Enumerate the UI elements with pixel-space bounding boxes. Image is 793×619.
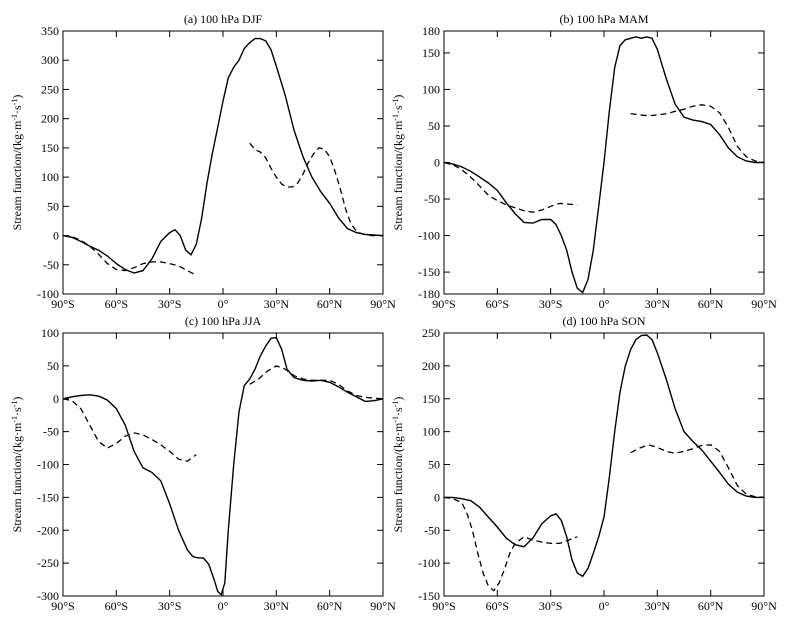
x-tick-label: 90°S: [51, 599, 74, 613]
panel-son: (d) 100 hPa SON -150 -100 -50 0 50 100 150 200 25…: [391, 314, 777, 613]
y-tick-label: -300: [37, 589, 59, 603]
x-tick-label: 90°N: [370, 599, 396, 613]
y-tick-label: -150: [418, 589, 440, 603]
y-tick-label: 0: [434, 490, 440, 504]
plot-frame: [62, 30, 384, 295]
x-tick-label: 60°S: [486, 297, 509, 311]
x-tick-label: 90°S: [432, 297, 455, 311]
x-tick-label: 60°S: [486, 599, 509, 613]
y-tick-label: -250: [37, 556, 59, 570]
y-tick-label: -100: [37, 287, 59, 301]
x-tick-label: 30°S: [539, 599, 562, 613]
y-tick-label: 100: [41, 170, 59, 184]
y-tick-label: -150: [418, 265, 440, 279]
x-tick-label: 30°N: [264, 599, 290, 613]
series-line-dashed-1: [443, 161, 578, 213]
y-tick-label: 50: [428, 119, 440, 133]
x-tick-label: 90°N: [751, 599, 777, 613]
y-tick-label: -100: [37, 458, 59, 472]
plot-frame: [62, 332, 384, 597]
panel-title: (a) 100 hPa DJF: [184, 12, 263, 26]
y-axis-label: Stream function/(kg·m-1·s-1): [10, 95, 24, 231]
x-tick-label: 0°: [218, 297, 229, 311]
series-line-dashed-2: [249, 142, 383, 237]
x-tick-label: 30°N: [264, 297, 290, 311]
y-tick-label: 150: [41, 141, 59, 155]
y-tick-label: 100: [41, 326, 59, 340]
y-tick-label: 100: [422, 425, 440, 439]
y-tick-label: -200: [37, 523, 59, 537]
series-line-dashed-2: [630, 444, 765, 499]
y-tick-label: -50: [43, 425, 59, 439]
panel-jja: (c) 100 hPa JJA -300 -250 -200 -150 -100 -50 0 5…: [10, 314, 396, 613]
x-tick-label: 60°N: [698, 297, 724, 311]
y-tick-label: 50: [47, 199, 59, 213]
y-tick-label: 100: [422, 82, 440, 96]
y-axis-label: Stream function/(kg·m-1·s-1): [391, 95, 405, 231]
series-line-solid-0: [443, 36, 764, 294]
y-tick-label: 0: [53, 392, 59, 406]
x-tick-label: 60°N: [317, 599, 343, 613]
series-line-dashed-2: [249, 365, 384, 400]
y-tick-label: 0: [53, 229, 59, 243]
series-line-dashed-2: [630, 104, 765, 164]
series-line-solid-0: [62, 37, 384, 274]
x-tick-label: 30°S: [158, 599, 181, 613]
y-tick-label: 180: [422, 24, 440, 38]
series-line-dashed-1: [443, 496, 578, 592]
y-tick-label: 0: [434, 156, 440, 170]
x-tick-label: 90°N: [751, 297, 777, 311]
panel-mam: (b) 100 hPa MAM -180 -150 -100 -50 0 50 100 150 1…: [391, 12, 777, 311]
x-tick-label: 30°N: [645, 599, 671, 613]
series-line-dashed-1: [62, 398, 197, 462]
x-tick-label: 60°N: [317, 297, 343, 311]
x-tick-label: 30°S: [158, 297, 181, 311]
y-tick-label: -50: [424, 523, 440, 537]
x-tick-label: 30°N: [645, 297, 671, 311]
x-tick-label: 60°S: [105, 297, 128, 311]
y-tick-label: -150: [37, 490, 59, 504]
y-tick-label: -180: [418, 287, 440, 301]
y-tick-label: 50: [428, 458, 440, 472]
panel-title: (b) 100 hPa MAM: [560, 12, 649, 26]
y-tick-label: 300: [41, 53, 59, 67]
x-tick-label: 0°: [599, 297, 610, 311]
series-line-solid-0: [62, 336, 384, 596]
x-tick-label: 0°: [599, 599, 610, 613]
series-line-solid-0: [444, 334, 764, 578]
panel-title: (c) 100 hPa JJA: [185, 314, 262, 328]
y-tick-label: 200: [422, 359, 440, 373]
x-tick-label: 0°: [218, 599, 229, 613]
x-tick-label: 60°N: [698, 599, 724, 613]
y-tick-label: 200: [41, 112, 59, 126]
y-tick-label: 50: [47, 359, 59, 373]
y-axis-label: Stream function/(kg·m-1·s-1): [10, 397, 24, 533]
x-tick-label: 90°S: [432, 599, 455, 613]
y-tick-label: 250: [41, 82, 59, 96]
y-tick-label: 150: [422, 392, 440, 406]
x-tick-label: 30°S: [539, 297, 562, 311]
y-tick-label: -100: [418, 229, 440, 243]
y-tick-label: 250: [422, 326, 440, 340]
panel-djf: (a) 100 hPa DJF -100 -50 0 50 100 150 200 250 300…: [10, 12, 396, 311]
y-tick-label: 150: [422, 46, 440, 60]
x-tick-label: 60°S: [105, 599, 128, 613]
y-tick-label: -50: [43, 258, 59, 272]
panel-title: (d) 100 hPa SON: [563, 314, 646, 328]
y-tick-label: -100: [418, 556, 440, 570]
x-tick-label: 90°N: [370, 297, 396, 311]
x-tick-label: 90°S: [51, 297, 74, 311]
plot-frame: [443, 332, 765, 597]
y-tick-label: -50: [424, 192, 440, 206]
y-axis-label: Stream function/(kg·m-1·s-1): [391, 397, 405, 533]
y-tick-label: 350: [41, 24, 59, 38]
series-line-dashed-1: [62, 234, 197, 276]
